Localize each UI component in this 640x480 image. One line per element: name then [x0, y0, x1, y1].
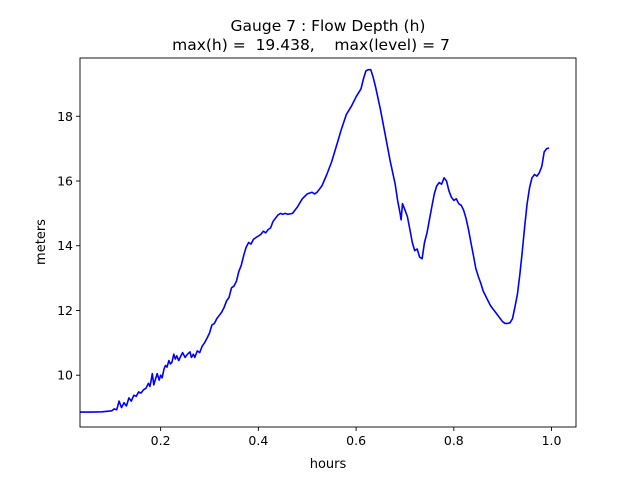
axes-frame	[79, 57, 577, 428]
x-tick-label: 0.8	[444, 433, 464, 448]
x-tick-label: 0.4	[248, 433, 268, 448]
y-axis-ticks: 10 12 14 16 18	[57, 109, 80, 383]
y-tick-label: 10	[57, 368, 73, 383]
y-tick-label: 12	[57, 303, 73, 318]
x-tick-label: 0.2	[151, 433, 171, 448]
x-axis-ticks: 0.2 0.4 0.6 0.8 1.0	[151, 427, 562, 448]
y-tick-label: 16	[57, 174, 73, 189]
y-tick-label: 14	[57, 238, 73, 253]
x-axis-label: hours	[310, 457, 347, 472]
flow-depth-series-line	[80, 68, 550, 413]
chart-title-line-2: max(h) = 19.438, max(level) = 7	[172, 36, 450, 54]
chart-title-line-1: Gauge 7 : Flow Depth (h)	[231, 17, 426, 35]
y-axis-label: meters	[34, 219, 49, 265]
x-tick-label: 0.6	[346, 433, 366, 448]
y-tick-label: 18	[57, 109, 73, 124]
plot-area	[79, 57, 577, 428]
x-tick-label: 1.0	[542, 433, 562, 448]
